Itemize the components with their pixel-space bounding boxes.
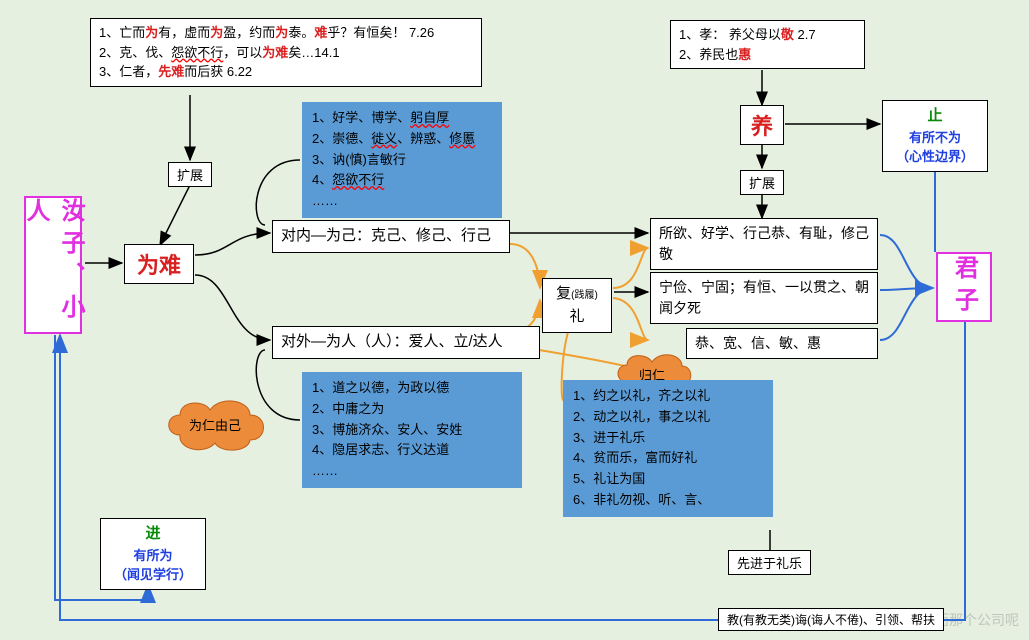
tl-line1: 1、亡而为有，虚而为盈，约而为泰。难乎？有恒矣！ 7.26 [99, 23, 473, 43]
zhi-box: 止 有所不为 （心性边界） [882, 100, 988, 172]
right-col-1: 所欲、好学、行己恭、有耻，修己敬 [650, 218, 878, 270]
inner-box: 对内—为己：克己、修己、行己 [272, 220, 510, 253]
blue-bottomright: 1、约之以礼，齐之以礼 2、动之以礼，事之以礼 3、进于礼乐 4、贫而乐，富而好… [563, 380, 773, 517]
right-col-2: 宁俭、宁固；有恒、一以贯之、朝闻夕死 [650, 272, 878, 324]
blue-bottomleft: 1、道之以德，为政以德 2、中庸之为 3、博施济众、安人、安姓 4、隐居求志、行… [302, 372, 522, 488]
expand-label-left: 扩展 [168, 162, 212, 187]
top-right-notes: 1、孝： 养父母以敬 2.7 2、养民也惠 [670, 20, 865, 69]
tl-line2: 2、克、伐、怨欲不行，可以为难矣…14.1 [99, 43, 473, 63]
jin-box: 进 有所为 （闻见学行） [100, 518, 206, 590]
xianli-label: 先进于礼乐 [728, 550, 811, 575]
top-left-notes: 1、亡而为有，虚而为盈，约而为泰。难乎？有恒矣！ 7.26 2、克、伐、怨欲不行… [90, 18, 482, 87]
right-col-3: 恭、宽、信、敏、惠 [686, 328, 878, 359]
yang-node: 养 [740, 105, 784, 145]
outer-box: 对外—为人（人）：爱人、立/达人 [272, 326, 540, 359]
tl-line3: 3、仁者，先难而后获 6.22 [99, 62, 473, 82]
fuli-box: 复(践履)礼 [542, 278, 612, 333]
weinan-node: 为难 [124, 244, 194, 284]
expand-label-right: 扩展 [740, 170, 784, 195]
left-big-node: 汝子、小人 [24, 196, 82, 334]
bottom-label: 教(有教无类)诲(诲人不倦)、引领、帮扶 [718, 608, 944, 631]
junzi-node: 君子 [936, 252, 992, 322]
cloud-renyouji: 为仁由己 [160, 395, 270, 455]
blue-topleft: 1、好学、博学、躬自厚 2、崇德、徙义、辨惑、修慝 3、讷(慎)言敏行 4、怨欲… [302, 102, 502, 218]
